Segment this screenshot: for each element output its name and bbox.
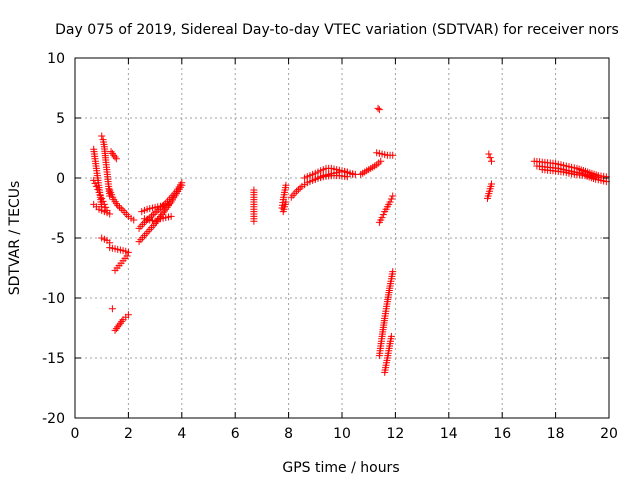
data-point <box>98 132 106 140</box>
data-point <box>349 170 357 178</box>
x-tick-label: 12 <box>386 426 404 442</box>
data-point <box>111 326 119 334</box>
data-point-track <box>379 211 387 219</box>
data-point <box>130 216 138 224</box>
data-point-track <box>108 149 116 157</box>
y-tick-label: -20 <box>42 411 65 427</box>
y-tick-label: 0 <box>56 171 65 187</box>
data-point <box>178 179 186 187</box>
data-point-track <box>99 197 107 205</box>
data-point-track <box>91 179 99 187</box>
data-point <box>107 148 115 156</box>
y-tick-label: 5 <box>56 111 65 127</box>
data-point <box>488 157 496 165</box>
data-point <box>387 332 395 340</box>
data-point-track <box>112 325 120 333</box>
data-point <box>389 192 397 200</box>
data-point <box>485 150 493 158</box>
x-tick-label: 16 <box>493 426 511 442</box>
data-point-track <box>118 317 126 325</box>
data-point <box>114 202 122 210</box>
data-point <box>343 173 351 181</box>
data-point <box>374 104 382 112</box>
y-tick-label: -5 <box>51 231 65 247</box>
grid-lines <box>75 58 609 418</box>
x-tick-label: 10 <box>333 426 351 442</box>
y-tick-label: 10 <box>47 51 65 67</box>
data-point <box>114 323 122 331</box>
data-point <box>488 180 496 188</box>
data-point <box>375 106 383 114</box>
x-tick-label: 6 <box>231 426 240 442</box>
data-point <box>293 187 301 195</box>
data-point <box>282 181 290 189</box>
data-point-track <box>96 191 104 199</box>
data-point <box>386 198 394 206</box>
data-point <box>92 182 100 190</box>
data-point-track <box>94 185 102 193</box>
data-point <box>100 200 108 208</box>
data-point <box>112 155 120 163</box>
data-point-track <box>153 207 161 215</box>
data-point-track <box>148 212 156 220</box>
data-point <box>98 194 106 202</box>
data-point <box>486 154 494 162</box>
x-tick-label: 2 <box>124 426 133 442</box>
data-point-track <box>158 211 166 219</box>
data-point-track <box>296 184 304 192</box>
axis-ticks: 0 2 4 6 8 10 12 14 16 18 20 -20 -15 -10 -5 0 5 10 <box>42 51 618 442</box>
data-point <box>167 212 175 220</box>
y-axis-label: SDTVAR / TECUs <box>7 181 23 296</box>
data-point-track <box>111 153 119 161</box>
x-tick-label: 0 <box>71 426 80 442</box>
data-point <box>90 176 98 184</box>
data-point-track <box>160 207 168 215</box>
data-point-track <box>117 205 125 213</box>
x-tick-label: 18 <box>547 426 565 442</box>
chart-title: Day 075 of 2019, Sidereal Day-to-day VTE… <box>55 22 619 38</box>
x-tick-label: 4 <box>177 426 186 442</box>
data-point-track <box>152 218 160 226</box>
data-points <box>90 104 610 376</box>
x-tick-label: 8 <box>284 426 293 442</box>
y-tick-label: -15 <box>42 351 65 367</box>
data-point <box>110 151 118 159</box>
data-point <box>108 305 116 313</box>
data-point-track <box>294 186 302 194</box>
data-point <box>123 252 131 260</box>
x-tick-label: 14 <box>440 426 458 442</box>
data-point <box>106 210 114 218</box>
data-point <box>389 268 397 276</box>
data-point-track <box>387 195 395 203</box>
data-point <box>95 188 103 196</box>
x-axis-label: GPS time / hours <box>282 460 399 476</box>
x-tick-label: 20 <box>600 426 618 442</box>
data-point-track <box>116 203 123 211</box>
data-point <box>164 200 172 208</box>
data-point-track <box>149 210 157 218</box>
data-point <box>282 198 290 206</box>
data-point <box>103 206 111 214</box>
data-point-track <box>115 321 123 329</box>
data-point <box>377 157 385 165</box>
data-point <box>116 319 124 327</box>
data-point-track <box>102 203 110 211</box>
data-point <box>124 248 132 256</box>
data-point <box>250 217 258 225</box>
data-point <box>124 311 132 319</box>
data-point <box>378 214 386 222</box>
data-point <box>389 151 397 159</box>
y-tick-label: -10 <box>42 291 65 307</box>
